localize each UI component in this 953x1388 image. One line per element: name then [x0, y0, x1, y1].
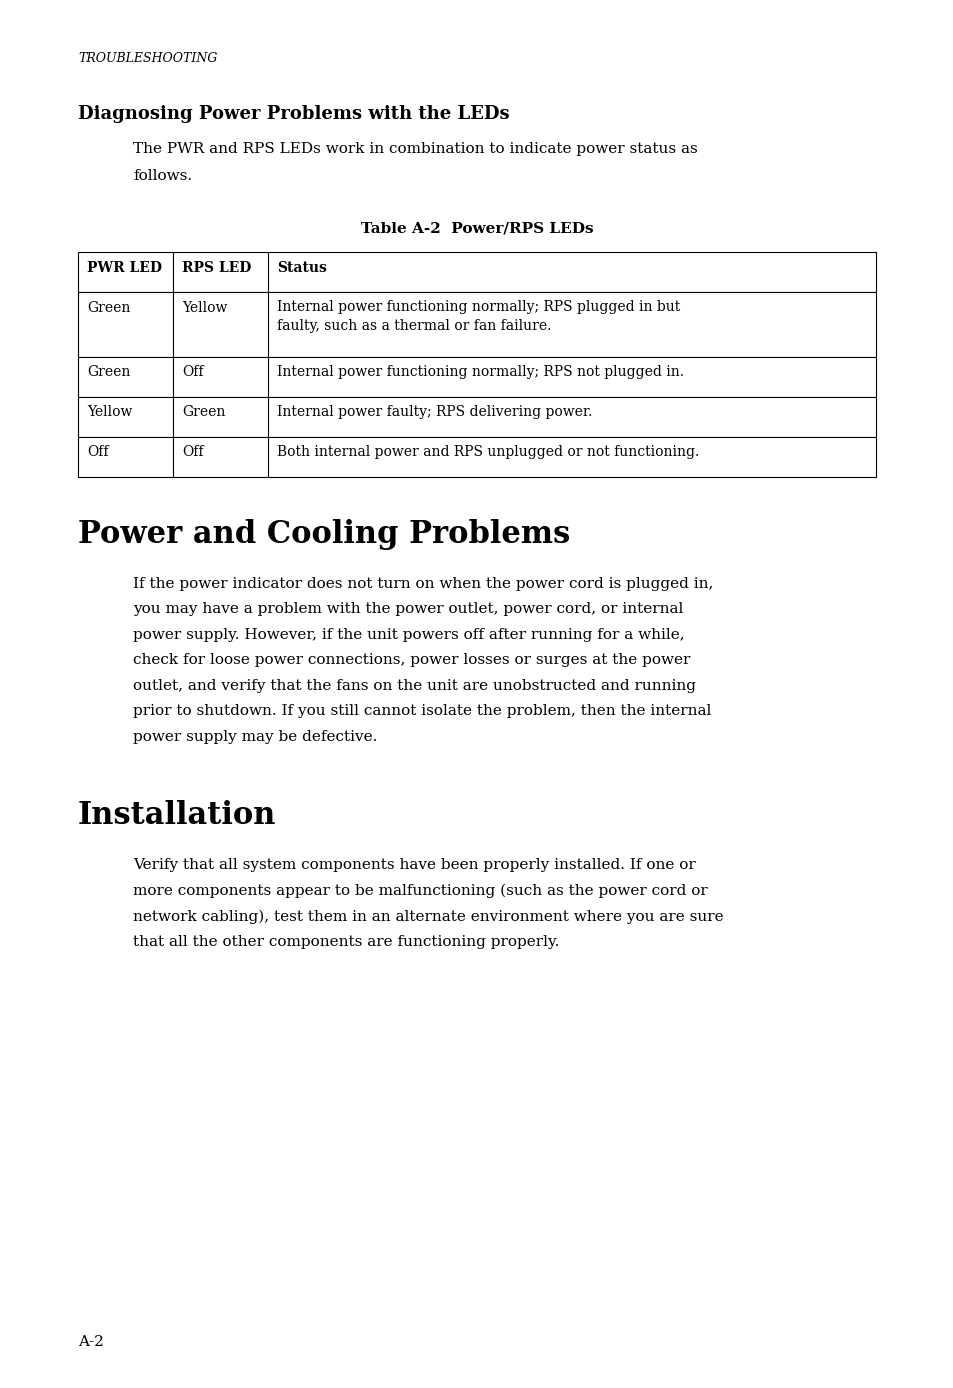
Text: Yellow: Yellow	[87, 405, 132, 419]
Text: Internal power faulty; RPS delivering power.: Internal power faulty; RPS delivering po…	[276, 405, 592, 419]
Bar	[78, 357, 875, 397]
Text: Yellow: Yellow	[182, 300, 227, 315]
Text: The PWR and RPS LEDs work in combination to indicate power status as: The PWR and RPS LEDs work in combination…	[132, 142, 697, 155]
Text: Status: Status	[276, 261, 327, 275]
Text: Table A-2  Power/RPS LEDs: Table A-2 Power/RPS LEDs	[360, 222, 593, 236]
Text: Both internal power and RPS unplugged or not functioning.: Both internal power and RPS unplugged or…	[276, 446, 699, 459]
Text: TROUBLESHOOTING: TROUBLESHOOTING	[78, 51, 217, 65]
Text: Internal power functioning normally; RPS plugged in but
faulty, such as a therma: Internal power functioning normally; RPS…	[276, 300, 679, 333]
Text: Diagnosing Power Problems with the LEDs: Diagnosing Power Problems with the LEDs	[78, 105, 509, 124]
Bar	[78, 253, 875, 291]
Text: follows.: follows.	[132, 169, 192, 183]
Text: Green: Green	[87, 365, 131, 379]
Text: Verify that all system components have been properly installed. If one or: Verify that all system components have b…	[132, 859, 695, 873]
Bar	[78, 437, 875, 477]
Text: Off: Off	[182, 365, 203, 379]
Text: that all the other components are functioning properly.: that all the other components are functi…	[132, 936, 558, 949]
Text: power supply. However, if the unit powers off after running for a while,: power supply. However, if the unit power…	[132, 627, 684, 643]
Text: Internal power functioning normally; RPS not plugged in.: Internal power functioning normally; RPS…	[276, 365, 683, 379]
Text: A-2: A-2	[78, 1335, 104, 1349]
Text: Off: Off	[87, 446, 109, 459]
Text: you may have a problem with the power outlet, power cord, or internal: you may have a problem with the power ou…	[132, 602, 682, 616]
Text: more components appear to be malfunctioning (such as the power cord or: more components appear to be malfunction…	[132, 884, 707, 898]
Text: PWR LED: PWR LED	[87, 261, 162, 275]
Text: prior to shutdown. If you still cannot isolate the problem, then the internal: prior to shutdown. If you still cannot i…	[132, 705, 711, 719]
Text: Green: Green	[87, 300, 131, 315]
Text: If the power indicator does not turn on when the power cord is plugged in,: If the power indicator does not turn on …	[132, 577, 713, 591]
Text: Off: Off	[182, 446, 203, 459]
Text: check for loose power connections, power losses or surges at the power: check for loose power connections, power…	[132, 654, 690, 668]
Text: Installation: Installation	[78, 801, 276, 831]
Text: RPS LED: RPS LED	[182, 261, 251, 275]
Text: Green: Green	[182, 405, 225, 419]
Text: network cabling), test them in an alternate environment where you are sure: network cabling), test them in an altern…	[132, 909, 723, 924]
Bar	[78, 397, 875, 437]
Text: outlet, and verify that the fans on the unit are unobstructed and running: outlet, and verify that the fans on the …	[132, 679, 696, 693]
Text: Power and Cooling Problems: Power and Cooling Problems	[78, 519, 570, 550]
Bar	[78, 291, 875, 357]
Text: power supply may be defective.: power supply may be defective.	[132, 730, 377, 744]
